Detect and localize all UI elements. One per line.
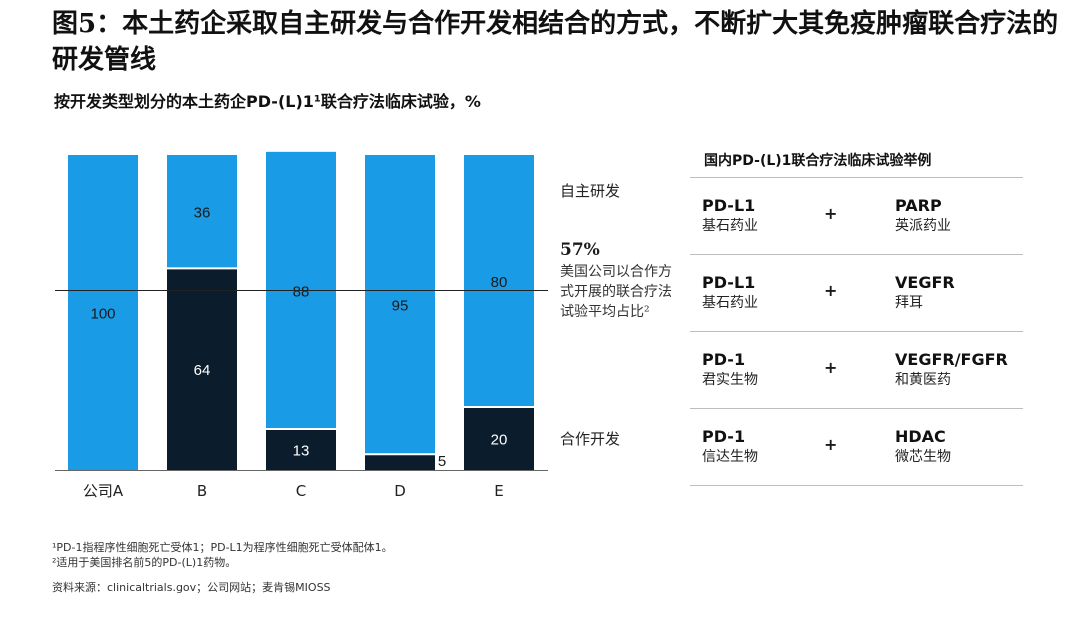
bar-value-label: 80 (491, 274, 508, 291)
bar-value-label: 95 (392, 298, 409, 315)
bar-value-label: 20 (491, 432, 508, 449)
page-title: 图5：本土药企采取自主研发与合作开发相结合的方式，不断扩大其免疫肿瘤联合疗法的研… (52, 9, 1059, 75)
examples-panel: PD-L1 基石药业 + PARP 英派药业 PD-L1 基石药业 + VEGF… (690, 177, 1023, 486)
left-drug: PD-L1 (702, 273, 756, 292)
left-drug: PD-1 (702, 427, 746, 446)
x-tick-label: E (494, 482, 503, 500)
left-company: 基石药业 (702, 218, 758, 234)
right-drug: VEGFR/FGFR (895, 350, 1008, 369)
left-cell: PD-1 信达生物 (702, 427, 758, 467)
legend-collab-label: 合作开发 (560, 430, 621, 448)
right-cell: VEGFR 拜耳 (895, 273, 955, 313)
bar-self-segment (68, 155, 138, 470)
footnote-1: ¹PD-1指程序性细胞死亡受体1；PD-L1为程序性细胞死亡受体配体1。 (52, 541, 393, 554)
left-company: 君实生物 (702, 372, 758, 388)
example-row: PD-L1 基石药业 + PARP 英派药业 (690, 177, 1023, 254)
reference-note: 美国公司以合作方式开展的联合疗法试验平均占比² (560, 264, 672, 320)
right-cell: VEGFR/FGFR 和黄医药 (895, 350, 1008, 390)
bar-self-segment (464, 155, 534, 407)
bar-collab-segment (167, 268, 237, 470)
bar-value-label: 5 (438, 453, 446, 470)
right-drug: HDAC (895, 427, 946, 446)
legend-self-label: 自主研发 (560, 182, 621, 200)
left-company: 信达生物 (702, 449, 758, 465)
left-cell: PD-L1 基石药业 (702, 196, 758, 236)
x-tick-label: D (394, 482, 406, 500)
examples-panel-title: 国内PD-(L)1联合疗法临床试验举例 (704, 153, 932, 169)
left-cell: PD-L1 基石药业 (702, 273, 758, 313)
right-drug: VEGFR (895, 273, 955, 292)
bar-value-label: 100 (90, 306, 115, 323)
right-cell: HDAC 微芯生物 (895, 427, 951, 467)
right-company: 微芯生物 (895, 449, 951, 465)
example-row: PD-1 信达生物 + HDAC 微芯生物 (690, 408, 1023, 486)
bar-value-label: 64 (194, 362, 211, 379)
plus-sign: + (824, 435, 838, 454)
x-tick-label: B (197, 482, 207, 500)
left-company: 基石药业 (702, 295, 758, 311)
bar-collab-segment (266, 429, 336, 470)
bar-collab-segment (464, 407, 534, 470)
plus-sign: + (824, 358, 838, 377)
example-row: PD-1 君实生物 + VEGFR/FGFR 和黄医药 (690, 331, 1023, 408)
plus-sign: + (824, 281, 838, 300)
bar-self-segment (365, 155, 435, 455)
x-tick-label: C (296, 482, 306, 500)
plus-sign: + (824, 204, 838, 223)
right-company: 英派药业 (895, 218, 951, 234)
left-drug: PD-L1 (702, 196, 756, 215)
example-row: PD-L1 基石药业 + VEGFR 拜耳 (690, 254, 1023, 331)
source-note: 资料来源：clinicaltrials.gov；公司网站；麦肯锡MIOSS (52, 581, 331, 594)
right-drug: PARP (895, 196, 942, 215)
bar-value-label: 13 (293, 443, 310, 460)
bar-value-label: 88 (293, 283, 310, 300)
footnote-2: ²适用于美国排名前5的PD-(L)1药物。 (52, 556, 237, 569)
x-tick-label: 公司A (83, 482, 124, 500)
reference-value: 57% (560, 240, 600, 260)
right-company: 和黄医药 (895, 372, 951, 388)
right-company: 拜耳 (895, 295, 923, 311)
right-cell: PARP 英派药业 (895, 196, 951, 236)
bar-self-segment (167, 155, 237, 269)
bar-value-label: 36 (194, 205, 211, 222)
chart-subtitle: 按开发类型划分的本土药企PD-(L)1¹联合疗法临床试验，% (54, 92, 481, 111)
bar-collab-segment (365, 454, 435, 470)
left-cell: PD-1 君实生物 (702, 350, 758, 390)
left-drug: PD-1 (702, 350, 746, 369)
